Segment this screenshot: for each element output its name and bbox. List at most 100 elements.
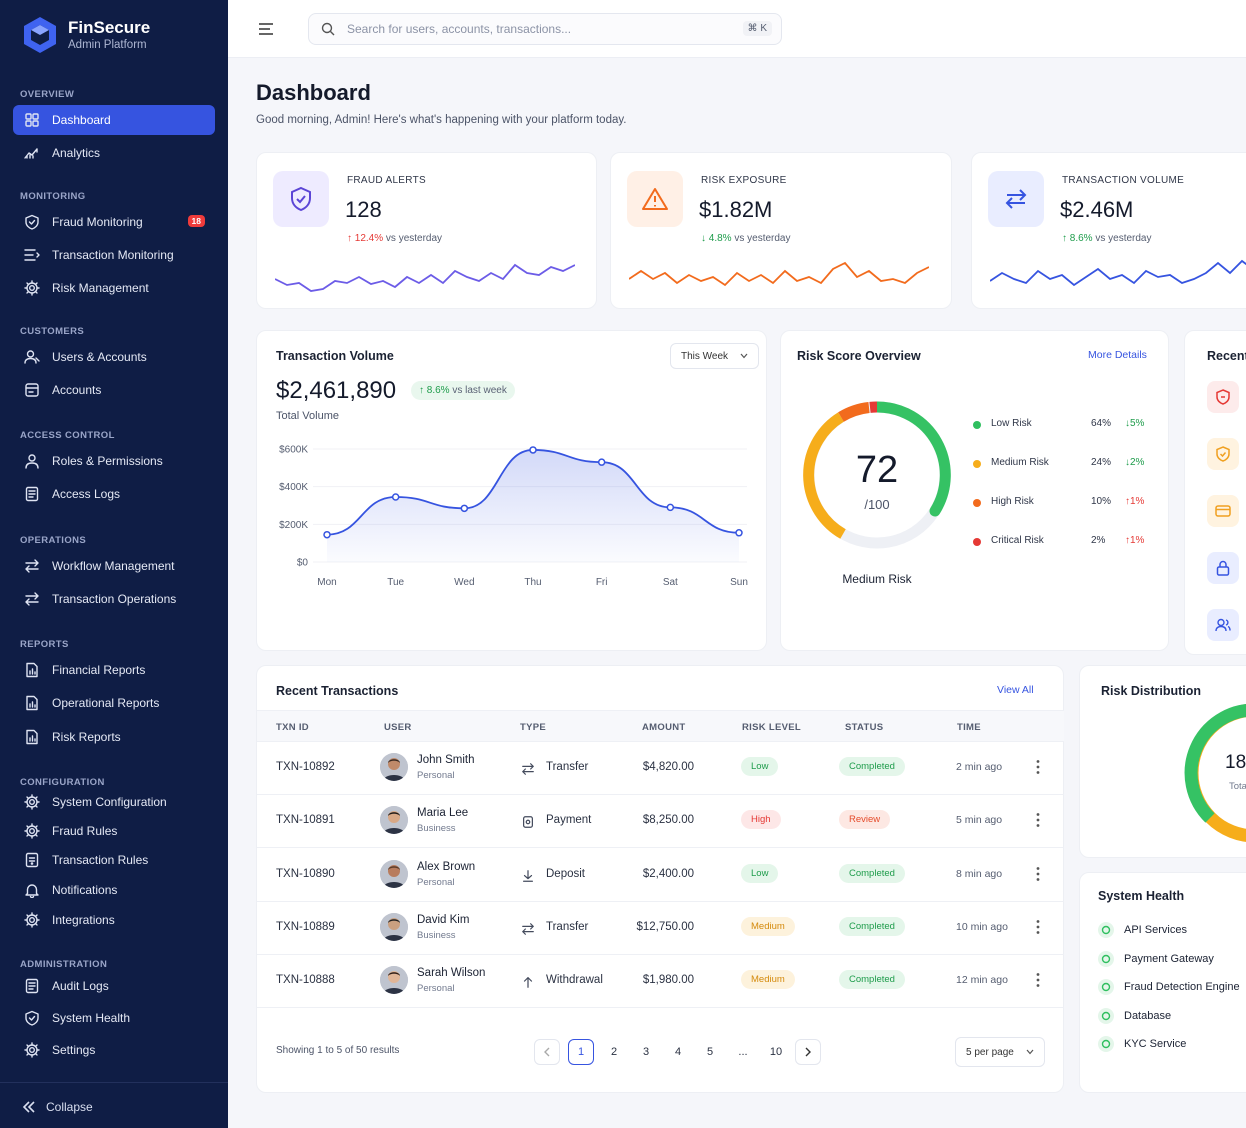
collapse-button[interactable]: Collapse	[22, 1100, 93, 1114]
status-ok-icon	[1098, 922, 1114, 938]
table-row[interactable]: TXN-10891 Maria Lee Business Payment $8,250.…	[257, 795, 1064, 849]
page-button-3[interactable]: 3	[642, 1046, 650, 1058]
kpi-card-risk-exposure[interactable]: RISK EXPOSURE $1.82M ↓ 4.8% vs yesterday	[610, 152, 952, 309]
data-point[interactable]	[460, 504, 469, 513]
system-health-item[interactable]: KYC Service	[1098, 1034, 1186, 1054]
table-row[interactable]: TXN-10889 David Kim Business Transfer $12,75…	[257, 902, 1064, 955]
sidebar-item-users-accounts[interactable]: Users & Accounts	[13, 342, 215, 372]
page-button-5[interactable]: 5	[706, 1046, 714, 1058]
system-health-item[interactable]: API Services	[1098, 920, 1187, 940]
sidebar-item-fraud-rules[interactable]: Fraud Rules	[13, 816, 215, 846]
sidebar-item-integrations[interactable]: Integrations	[13, 905, 215, 935]
sidebar-item-notifications[interactable]: Notifications	[13, 875, 215, 905]
more-details-link[interactable]: More Details	[1088, 349, 1147, 361]
table-row[interactable]: TXN-10892 John Smith Personal Transfer $4,82…	[257, 742, 1064, 795]
shortcut-hint: ⌘ K	[742, 21, 772, 36]
table-row[interactable]: TXN-10888 Sarah Wilson Personal Withdrawal $…	[257, 955, 1064, 1009]
sidebar-item-settings[interactable]: Settings	[13, 1035, 215, 1065]
brand[interactable]: FinSecure Admin Platform	[22, 16, 150, 54]
area-fill	[327, 449, 739, 562]
prev-page-button[interactable]	[534, 1039, 560, 1065]
card-icon	[25, 383, 39, 397]
service-name: Fraud Detection Engine	[1124, 981, 1240, 993]
more-options-icon[interactable]	[1036, 866, 1040, 882]
total-volume-caption: Total Volume	[276, 410, 339, 422]
more-options-icon[interactable]	[1036, 759, 1040, 775]
data-point[interactable]	[323, 530, 331, 539]
activity-icon[interactable]	[1207, 495, 1239, 527]
status-badge: Completed	[839, 970, 905, 990]
system-health-item[interactable]: Database	[1098, 1006, 1171, 1026]
view-all-link[interactable]: View All	[997, 684, 1034, 696]
system-health-item[interactable]: Fraud Detection Engine	[1098, 977, 1240, 997]
system-health-item[interactable]: Payment Gateway	[1098, 949, 1214, 969]
risk-score-max: /100	[864, 497, 890, 512]
sidebar-item-transaction-operations[interactable]: Transaction Operations	[13, 584, 215, 614]
sidebar-item-financial-reports[interactable]: Financial Reports	[13, 655, 215, 685]
sidebar-item-workflow-management[interactable]: Workflow Management	[13, 551, 215, 581]
swap-icon	[1005, 189, 1027, 209]
more-options-icon[interactable]	[1036, 919, 1040, 935]
txn-time: 2 min ago	[956, 761, 1003, 773]
data-point[interactable]	[666, 503, 675, 512]
kpi-card-transaction-volume[interactable]: TRANSACTION VOLUME $2.46M ↑ 8.6% vs yest…	[971, 152, 1246, 309]
sidebar-item-accounts[interactable]: Accounts	[13, 375, 215, 405]
sidebar-item-audit-logs[interactable]: Audit Logs	[13, 971, 215, 1001]
data-point[interactable]	[597, 458, 606, 466]
sidebar-item-operational-reports[interactable]: Operational Reports	[13, 688, 215, 718]
gear-icon	[24, 823, 40, 839]
menu-icon[interactable]	[258, 22, 274, 36]
col-header: USER	[384, 722, 412, 733]
kpi-icon-box	[627, 171, 683, 227]
activity-icon[interactable]	[1207, 438, 1239, 470]
sidebar-item-access-logs[interactable]: Access Logs	[13, 479, 215, 509]
page-button-2[interactable]: 2	[610, 1046, 618, 1058]
sidebar-item-analytics[interactable]: Analytics	[13, 138, 215, 168]
activity-icon[interactable]	[1207, 552, 1239, 584]
kpi-delta-suffix: vs yesterday	[385, 233, 443, 244]
card-title: Risk Score Overview	[797, 349, 921, 363]
page-button-4[interactable]: 4	[674, 1046, 682, 1058]
risk-change: ↑1%	[1125, 496, 1145, 507]
sidebar-item-risk-reports[interactable]: Risk Reports	[13, 722, 215, 752]
next-page-button[interactable]	[795, 1039, 821, 1065]
search-box[interactable]: ⌘ K	[308, 13, 782, 45]
sidebar-item-roles-permissions[interactable]: Roles & Permissions	[13, 446, 215, 476]
activity-icon[interactable]	[1207, 381, 1239, 413]
sidebar-item-transaction-monitoring[interactable]: Transaction Monitoring	[13, 240, 215, 270]
page-button-10[interactable]: 10	[769, 1046, 783, 1058]
txn-type: Withdrawal	[546, 974, 603, 987]
volume-delta-value: ↑ 8.6%	[419, 385, 450, 396]
range-select[interactable]: This Week	[670, 343, 760, 369]
sidebar-item-label: Transaction Rules	[52, 853, 149, 867]
sidebar-item-risk-management[interactable]: Risk Management	[13, 273, 215, 303]
kpi-delta-suffix: vs yesterday	[1095, 233, 1152, 244]
user-name: Sarah Wilson	[417, 967, 486, 980]
service-name: Database	[1124, 1009, 1172, 1022]
kpi-value: $1.82M	[699, 197, 773, 222]
kpi-card-fraud-alerts[interactable]: FRAUD ALERTS 128 ↑ 12.4% vs yesterday	[256, 152, 597, 309]
data-point[interactable]	[391, 493, 400, 501]
page-button-1[interactable]: 1	[568, 1039, 594, 1065]
activity-icon[interactable]	[1207, 609, 1239, 641]
x-tick-label: Tue	[387, 577, 404, 588]
nav-section-title: CUSTOMERS	[20, 326, 85, 337]
table-row[interactable]: TXN-10890 Alex Brown Personal Deposit $2,400…	[257, 849, 1064, 902]
sidebar-item-system-health[interactable]: System Health	[13, 1003, 215, 1033]
kpi-value: $2.46M	[1060, 197, 1134, 222]
per-page-select[interactable]: 5 per page	[955, 1037, 1045, 1067]
y-tick-label: $600K	[279, 445, 308, 456]
sidebar-item-transaction-rules[interactable]: Transaction Rules	[13, 845, 215, 875]
sidebar-item-dashboard[interactable]: Dashboard	[13, 105, 215, 135]
data-point[interactable]	[529, 446, 537, 454]
report-icon	[26, 695, 38, 711]
risk-gauge	[803, 401, 951, 549]
data-point[interactable]	[735, 529, 743, 537]
sidebar-item-system-configuration[interactable]: System Configuration	[13, 787, 215, 817]
warning-icon	[642, 188, 668, 210]
search-input[interactable]	[347, 22, 727, 36]
sidebar-item-fraud-monitoring[interactable]: Fraud Monitoring 18	[13, 207, 215, 237]
distribution-total: 18,	[1225, 752, 1246, 773]
more-options-icon[interactable]	[1036, 812, 1040, 828]
more-options-icon[interactable]	[1036, 972, 1040, 988]
